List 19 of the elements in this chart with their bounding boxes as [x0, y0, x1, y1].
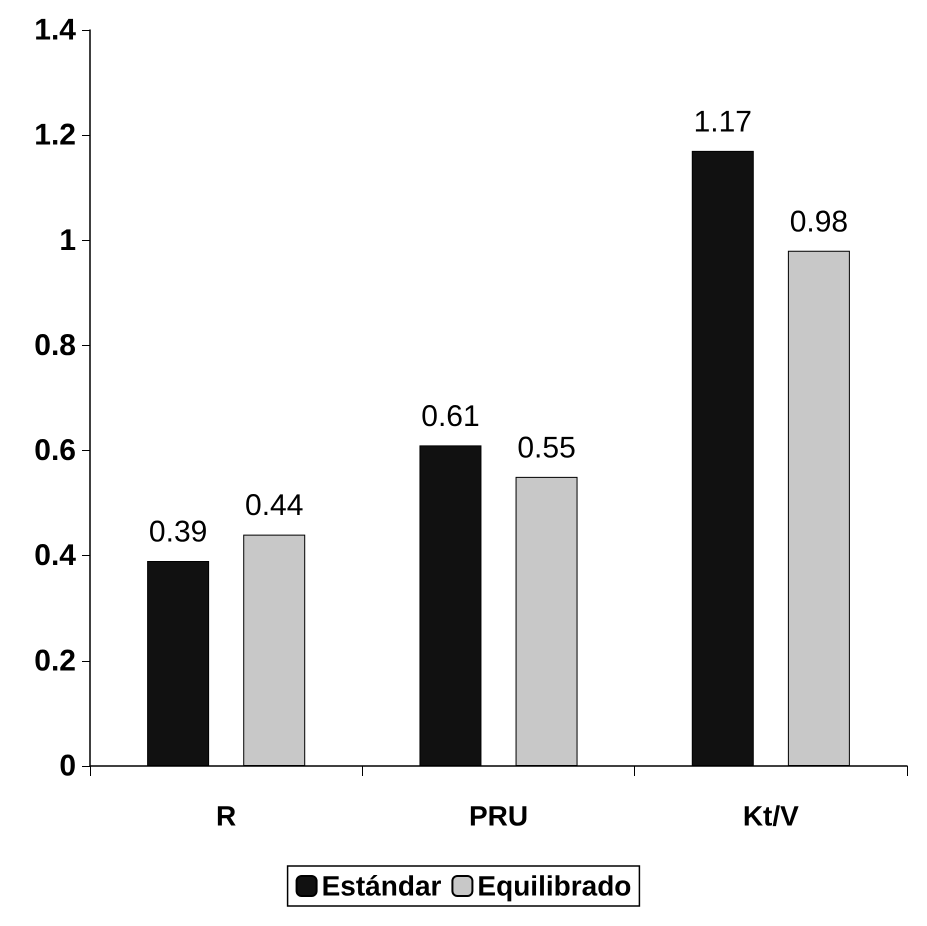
data-label: 0.39 — [148, 515, 208, 548]
data-label: 0.98 — [790, 205, 848, 238]
y-tick-label: 1.4 — [34, 14, 76, 46]
y-tick-label: 0.8 — [34, 328, 76, 362]
y-tick-label: 0.6 — [34, 434, 76, 468]
legend-label: Estándar — [322, 870, 442, 902]
data-label: 0.44 — [245, 489, 304, 522]
data-label: 0.61 — [421, 400, 480, 433]
data-label: 1.17 — [694, 105, 752, 138]
y-tick-label: 0.4 — [34, 539, 76, 572]
y-tick-label: 0.2 — [34, 644, 76, 678]
data-label: 0.55 — [517, 431, 576, 464]
y-tick-label: 1 — [59, 224, 76, 257]
legend-label: Equilibrado — [477, 870, 632, 902]
y-tick-label: 1.2 — [34, 118, 76, 152]
x-tick-label: R — [216, 800, 236, 832]
x-tick-label: PRU — [468, 800, 528, 832]
x-tick-label: Kt/V — [742, 800, 800, 832]
y-tick-label: 0 — [59, 750, 76, 782]
